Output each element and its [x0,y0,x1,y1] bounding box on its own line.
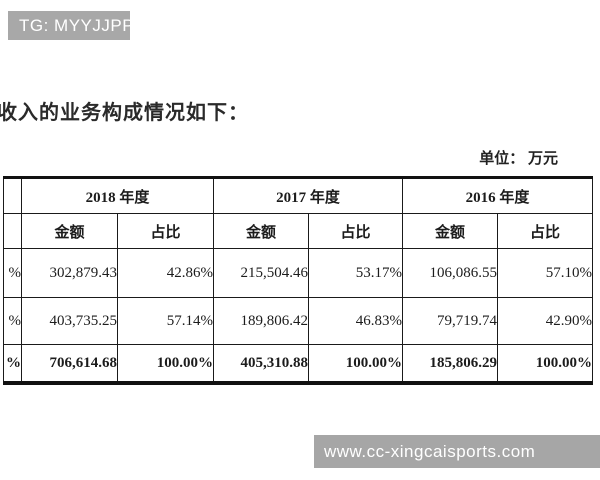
table-total-row: % 706,614.68 100.00% 405,310.88 100.00% … [3,344,594,384]
table-subheader-row: 金额 占比 金额 占比 金额 占比 [3,213,594,249]
year-header-2017: 2017 年度 [213,177,404,214]
ratio-header: 占比 [116,213,215,249]
site-watermark-banner: www.cc-xingcaisports.com [314,435,600,468]
year-header-2016: 2016 年度 [402,177,594,214]
section-heading: 收入的业务构成情况如下： [0,102,249,124]
ratio-cell: 100.00% [116,344,215,384]
year-header-2018: 2018 年度 [20,177,215,214]
ratio-cell: 100.00% [497,344,594,384]
ratio-cell: 57.10% [497,248,594,298]
amount-cell: 302,879.43 [21,248,118,298]
revenue-composition-table: 2018 年度 2017 年度 2016 年度 金额 占比 金额 占比 金额 占… [3,176,594,385]
ratio-cell: 53.17% [308,248,404,298]
table-year-header-row: 2018 年度 2017 年度 2016 年度 [3,177,594,214]
amount-cell: 185,806.29 [402,344,499,384]
amount-cell: 215,504.46 [213,248,310,298]
cutoff-cell: % [3,344,22,384]
table-row: % 403,735.25 57.14% 189,806.42 46.83% 79… [3,297,594,345]
cutoff-cell: % [3,297,22,345]
unit-label: 单位： 万元 [479,151,558,167]
amount-header: 金额 [402,213,499,249]
ratio-cell: 42.90% [497,297,594,345]
amount-header: 金额 [213,213,310,249]
ratio-cell: 42.86% [116,248,215,298]
cutoff-column-header [3,213,22,249]
amount-cell: 405,310.88 [213,344,310,384]
ratio-cell: 100.00% [308,344,404,384]
tg-watermark-banner: TG: MYYJJPP [8,11,134,40]
cutoff-column-header [3,177,22,214]
amount-header: 金额 [21,213,118,249]
ratio-cell: 57.14% [116,297,215,345]
ratio-header: 占比 [497,213,594,249]
cutoff-cell: % [3,248,22,298]
amount-cell: 189,806.42 [213,297,310,345]
ratio-cell: 46.83% [308,297,404,345]
amount-cell: 106,086.55 [402,248,499,298]
table-row: % 302,879.43 42.86% 215,504.46 53.17% 10… [3,248,594,298]
amount-cell: 706,614.68 [21,344,118,384]
amount-cell: 79,719.74 [402,297,499,345]
ratio-header: 占比 [308,213,404,249]
amount-cell: 403,735.25 [21,297,118,345]
